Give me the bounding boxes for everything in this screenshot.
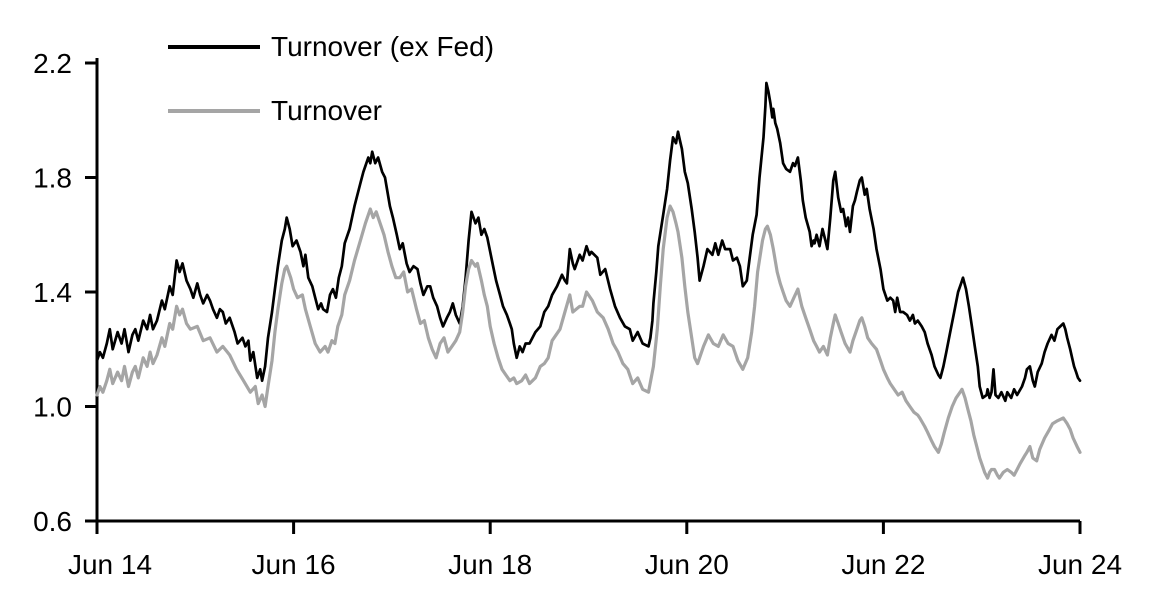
x-tick-label: Jun 14 (68, 549, 152, 580)
gray-line-swatch-icon (168, 109, 260, 113)
x-tick-label: Jun 24 (1038, 549, 1122, 580)
series-line-turnover (95, 204, 1082, 480)
y-tick-label: 1.8 (33, 163, 72, 194)
legend-item-turnover-ex-fed: Turnover (ex Fed) (168, 32, 494, 62)
legend-item-turnover: Turnover (168, 96, 494, 126)
y-tick-label: 0.6 (33, 506, 72, 537)
x-tick-label: Jun 20 (645, 549, 729, 580)
legend: Turnover (ex Fed) Turnover (168, 32, 494, 126)
legend-label-turnover-ex-fed: Turnover (ex Fed) (271, 31, 495, 62)
series-line-turnover-ex-fed (95, 81, 1082, 403)
legend-label-turnover: Turnover (271, 95, 383, 126)
y-tick-label: 2.2 (33, 48, 72, 79)
y-tick-label: 1.4 (33, 277, 72, 308)
x-tick-label: Jun 22 (841, 549, 925, 580)
y-tick-label: 1.0 (33, 392, 72, 423)
black-line-swatch-icon (168, 45, 260, 49)
x-tick-label: Jun 18 (448, 549, 532, 580)
x-tick-label: Jun 16 (252, 549, 336, 580)
